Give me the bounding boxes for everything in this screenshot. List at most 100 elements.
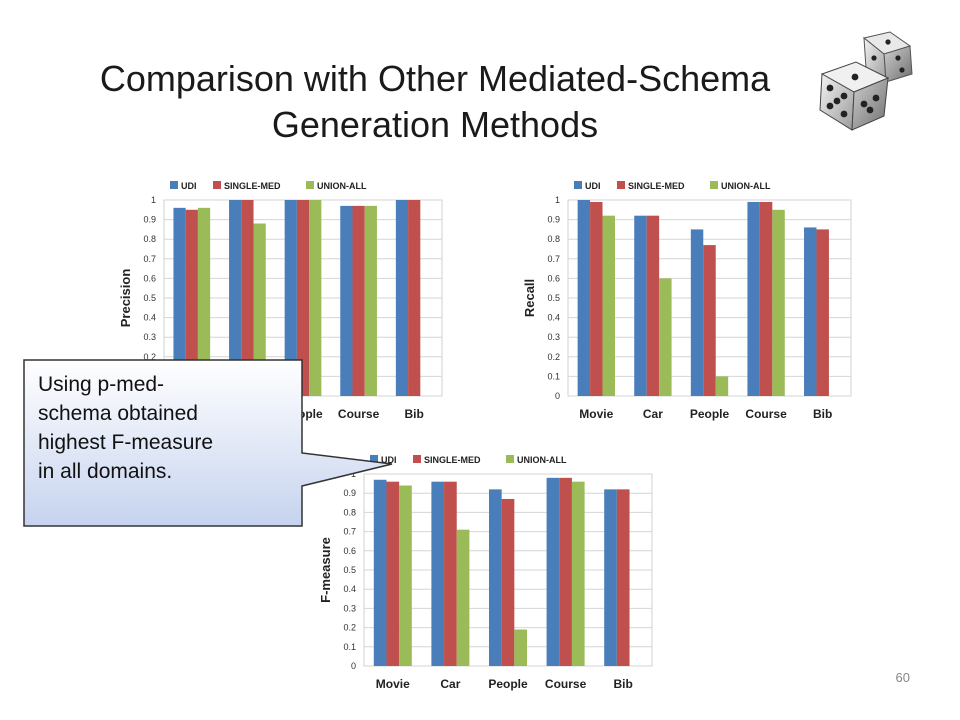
slide-title-line-2: Generation Methods <box>271 104 599 145</box>
bar-union-all-course <box>364 205 377 396</box>
x-tick-label: Car <box>643 407 663 421</box>
y-tick-label: 0.1 <box>547 371 560 381</box>
y-tick-label: 0.4 <box>143 313 156 323</box>
bar-udi-bib <box>604 489 617 666</box>
callout-line: Using p-med- <box>38 373 165 396</box>
y-tick-label: 0.8 <box>547 234 560 244</box>
legend-label-single-med: SINGLE-MED <box>628 181 685 191</box>
bar-udi-course <box>747 201 760 396</box>
y-tick-label: 1 <box>555 195 560 205</box>
bar-udi-movie <box>577 200 591 396</box>
x-tick-label: Bib <box>813 407 832 421</box>
y-tick-label: 0.3 <box>143 332 156 342</box>
bar-single-med-bib <box>816 229 829 396</box>
legend-swatch-union-all <box>710 181 718 189</box>
bar-single-med-course <box>352 205 365 396</box>
y-tick-label: 0.7 <box>343 527 356 537</box>
y-tick-label: 0.6 <box>547 273 560 283</box>
bar-single-med-course <box>759 201 773 396</box>
legend-swatch-udi <box>370 455 378 463</box>
bar-udi-bib <box>804 227 817 396</box>
y-tick-label: 0.4 <box>547 313 560 323</box>
bar-udi-car <box>634 215 647 396</box>
legend-label-udi: UDI <box>181 181 197 191</box>
bar-union-all-movie <box>197 207 211 396</box>
x-tick-label: Course <box>338 407 380 421</box>
x-tick-label: People <box>488 677 528 691</box>
bar-single-med-car <box>241 200 254 396</box>
callout-line: highest F-measure <box>38 431 214 454</box>
bar-udi-people <box>690 229 704 396</box>
y-tick-label: 0 <box>351 661 356 671</box>
bar-union-all-course <box>772 209 785 396</box>
bar-udi-car <box>431 481 445 666</box>
bar-union-all-car <box>253 223 266 396</box>
bar-union-all-car <box>456 529 470 666</box>
legend-swatch-single-med <box>617 181 625 189</box>
bar-single-med-people <box>501 498 515 666</box>
recall-chart: 0 0.1 0.2 0.3 0.4 0.5 0.6 0.7 0.8 0.9 1 Recall Movie… <box>522 181 852 421</box>
legend-label-single-med: SINGLE-MED <box>424 455 481 465</box>
legend-swatch-udi <box>170 181 178 189</box>
y-tick-label: 0.9 <box>143 215 156 225</box>
bar-udi-bib <box>395 200 409 396</box>
y-tick-label: 0.1 <box>343 642 356 652</box>
y-tick-label: 0.5 <box>547 293 560 303</box>
bar-udi-movie <box>373 479 387 666</box>
y-tick-label: 0.2 <box>343 623 356 633</box>
y-tick-label: 0.8 <box>343 507 356 517</box>
y-tick-label: 0.9 <box>547 215 560 225</box>
bar-single-med-people <box>296 200 310 396</box>
y-tick-label: 0.6 <box>143 273 156 283</box>
x-tick-label: Bib <box>614 677 633 691</box>
x-tick-label: Movie <box>376 677 410 691</box>
y-axis-label: Recall <box>522 279 537 317</box>
y-tick-label: 0.6 <box>343 546 356 556</box>
x-tick-label: Course <box>745 407 787 421</box>
back-die <box>862 31 913 84</box>
bar-union-all-people <box>309 200 322 396</box>
callout-box <box>23 359 393 527</box>
y-tick-label: 0.5 <box>343 565 356 575</box>
bar-single-med-bib <box>408 200 421 396</box>
y-tick-label: 0.7 <box>143 254 156 264</box>
legend-label-union-all: UNION-ALL <box>517 455 567 465</box>
legend-label-udi: UDI <box>381 455 397 465</box>
bar-udi-movie <box>173 207 186 396</box>
precision-chart: 00.10.20.30.40.50.60.70.80.91PrecisionMo… <box>118 181 443 421</box>
bar-udi-people <box>488 489 502 666</box>
dice-icon <box>819 31 913 131</box>
bar-udi-course <box>340 205 353 396</box>
legend-swatch-union-all <box>506 455 514 463</box>
y-tick-label: 0.2 <box>547 352 560 362</box>
y-tick-label: 0.5 <box>143 293 156 303</box>
callout-line: in all domains. <box>38 460 173 483</box>
bar-single-med-movie <box>386 481 400 666</box>
bar-single-med-movie <box>185 209 198 396</box>
y-axis-label: Precision <box>118 269 133 328</box>
x-tick-label: People <box>690 407 730 421</box>
bar-single-med-movie <box>590 201 603 396</box>
legend-label-udi: UDI <box>585 181 601 191</box>
bar-union-all-people <box>715 376 729 396</box>
slide-title: Comparison with Other Mediated-Schema Ge… <box>40 56 830 148</box>
bar-udi-car <box>229 200 242 396</box>
bar-single-med-car <box>646 215 660 396</box>
legend-swatch-single-med <box>413 455 421 463</box>
y-tick-label: 0.7 <box>547 254 560 264</box>
legend-swatch-single-med <box>213 181 221 189</box>
legend-swatch-union-all <box>306 181 314 189</box>
bar-single-med-bib <box>616 489 630 666</box>
bar-udi-people <box>284 200 297 396</box>
legend-label-union-all: UNION-ALL <box>721 181 771 191</box>
y-tick-label: 0 <box>555 391 560 401</box>
y-tick-label: 0.3 <box>343 603 356 613</box>
x-tick-label: Car <box>440 677 460 691</box>
bar-single-med-car <box>444 481 457 666</box>
y-axis-label: F-measure <box>318 537 333 603</box>
x-tick-label: Course <box>545 677 587 691</box>
legend-swatch-udi <box>574 181 582 189</box>
callout-line: schema obtained <box>38 402 198 425</box>
y-tick-label: 0.4 <box>343 584 356 594</box>
bar-union-all-movie <box>399 485 412 666</box>
